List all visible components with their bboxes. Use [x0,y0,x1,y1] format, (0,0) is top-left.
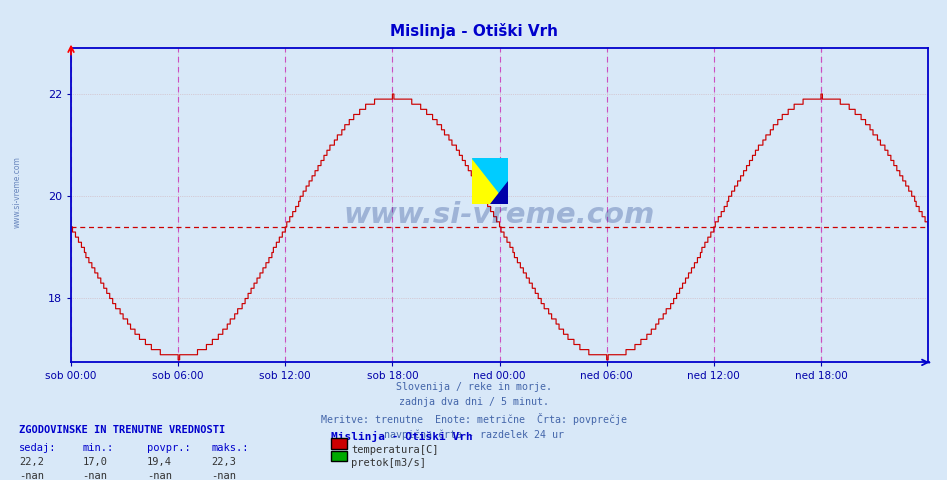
Text: Slovenija / reke in morje.: Slovenija / reke in morje. [396,382,551,392]
Text: 22,3: 22,3 [211,457,236,468]
Text: Mislinja - Otiški Vrh: Mislinja - Otiški Vrh [389,23,558,39]
Text: sedaj:: sedaj: [19,443,57,453]
Text: 22,2: 22,2 [19,457,44,468]
Text: 19,4: 19,4 [147,457,171,468]
Text: povpr.:: povpr.: [147,443,190,453]
Text: www.si-vreme.com: www.si-vreme.com [344,201,655,228]
Text: 17,0: 17,0 [82,457,107,468]
Text: temperatura[C]: temperatura[C] [351,445,438,456]
Text: www.si-vreme.com: www.si-vreme.com [12,156,22,228]
Text: -nan: -nan [19,471,44,480]
Polygon shape [472,158,508,204]
Text: min.:: min.: [82,443,114,453]
Text: -nan: -nan [211,471,236,480]
Text: maks.:: maks.: [211,443,249,453]
Text: ZGODOVINSKE IN TRENUTNE VREDNOSTI: ZGODOVINSKE IN TRENUTNE VREDNOSTI [19,425,225,435]
Polygon shape [472,158,508,204]
Text: pretok[m3/s]: pretok[m3/s] [351,458,426,468]
Text: -nan: -nan [147,471,171,480]
Text: Mislinja - Otiški Vrh: Mislinja - Otiški Vrh [331,431,474,442]
Text: Meritve: trenutne  Enote: metrične  Črta: povprečje: Meritve: trenutne Enote: metrične Črta: … [320,413,627,425]
Text: -nan: -nan [82,471,107,480]
Polygon shape [490,181,508,204]
Text: zadnja dva dni / 5 minut.: zadnja dva dni / 5 minut. [399,397,548,408]
Text: navpična črta - razdelek 24 ur: navpična črta - razdelek 24 ur [384,429,563,440]
